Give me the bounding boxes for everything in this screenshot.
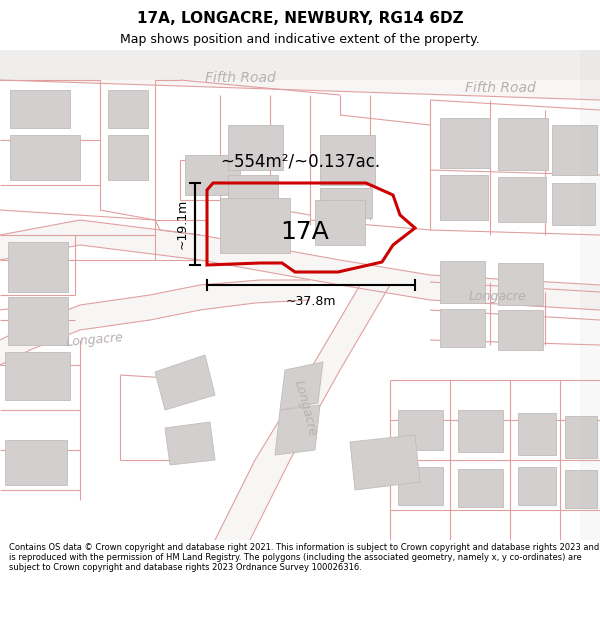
- Polygon shape: [320, 188, 372, 218]
- Polygon shape: [350, 435, 420, 490]
- Polygon shape: [8, 242, 68, 292]
- Text: Fifth Road: Fifth Road: [205, 71, 275, 85]
- Polygon shape: [108, 135, 148, 180]
- Polygon shape: [320, 135, 375, 185]
- Polygon shape: [215, 285, 390, 540]
- Polygon shape: [518, 467, 556, 505]
- Polygon shape: [552, 125, 597, 175]
- Polygon shape: [108, 90, 148, 128]
- Polygon shape: [10, 90, 70, 128]
- Polygon shape: [275, 405, 320, 455]
- Text: Longacre: Longacre: [469, 291, 527, 304]
- Polygon shape: [440, 261, 485, 303]
- Polygon shape: [498, 263, 543, 305]
- Polygon shape: [498, 310, 543, 350]
- Polygon shape: [565, 470, 597, 508]
- Polygon shape: [498, 177, 546, 222]
- Polygon shape: [440, 118, 490, 168]
- Polygon shape: [8, 297, 68, 345]
- Polygon shape: [518, 413, 556, 455]
- Polygon shape: [0, 50, 120, 60]
- Polygon shape: [228, 125, 283, 170]
- Bar: [580, 50, 600, 540]
- Polygon shape: [440, 309, 485, 347]
- Polygon shape: [5, 440, 67, 485]
- Polygon shape: [398, 410, 443, 450]
- Polygon shape: [552, 183, 595, 225]
- Polygon shape: [0, 280, 310, 365]
- Polygon shape: [280, 362, 323, 410]
- Polygon shape: [228, 175, 278, 210]
- Polygon shape: [185, 155, 240, 195]
- Text: Fifth Road: Fifth Road: [464, 81, 535, 95]
- Text: 17A, LONGACRE, NEWBURY, RG14 6DZ: 17A, LONGACRE, NEWBURY, RG14 6DZ: [137, 11, 463, 26]
- Text: Contains OS data © Crown copyright and database right 2021. This information is : Contains OS data © Crown copyright and d…: [9, 542, 599, 572]
- Polygon shape: [10, 135, 80, 180]
- Text: Map shows position and indicative extent of the property.: Map shows position and indicative extent…: [120, 32, 480, 46]
- Text: ~19.1m: ~19.1m: [176, 199, 189, 249]
- Polygon shape: [155, 355, 215, 410]
- Text: ~554m²/~0.137ac.: ~554m²/~0.137ac.: [220, 153, 380, 171]
- Polygon shape: [0, 220, 600, 310]
- Polygon shape: [458, 469, 503, 507]
- Polygon shape: [498, 118, 548, 170]
- Polygon shape: [5, 352, 70, 400]
- Text: ~37.8m: ~37.8m: [286, 295, 336, 308]
- Polygon shape: [440, 175, 488, 220]
- Polygon shape: [0, 50, 600, 100]
- Bar: [0, 50, 600, 80]
- Polygon shape: [165, 422, 215, 465]
- Polygon shape: [315, 200, 365, 245]
- Text: Longacre: Longacre: [65, 331, 124, 349]
- Text: Longacre: Longacre: [291, 378, 319, 438]
- Polygon shape: [398, 467, 443, 505]
- Polygon shape: [220, 198, 290, 253]
- Text: 17A: 17A: [281, 220, 329, 244]
- Polygon shape: [565, 416, 597, 458]
- Polygon shape: [458, 410, 503, 452]
